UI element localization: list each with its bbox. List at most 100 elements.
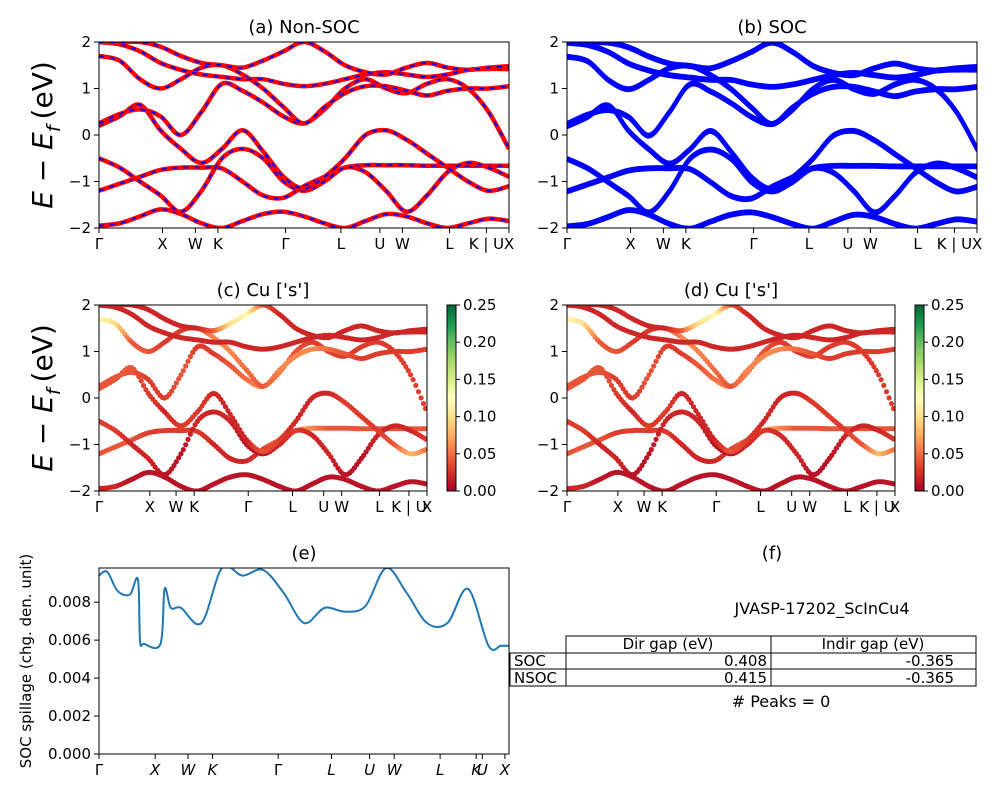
band-ylabel-mid: E − Ef(eV) (26, 324, 65, 472)
band-line-dash (99, 208, 509, 228)
band-point (422, 326, 427, 332)
panel-c-title: (c) Cu ['s'] (217, 280, 310, 301)
colorbar-tick-label: 0.00 (463, 482, 496, 500)
x-tick-label: L (805, 235, 814, 253)
band-line-split (567, 210, 977, 228)
y-tick-label: −1 (69, 173, 91, 191)
band-point (173, 459, 179, 465)
x-tick-label: U (842, 235, 853, 253)
table-header-indir: Indir gap (eV) (822, 635, 925, 653)
x-tick-label: L (445, 235, 454, 253)
band-point (639, 462, 645, 469)
panel-f-title: (f) (762, 543, 782, 564)
y-tick-label: 2 (81, 33, 91, 51)
y-tick-label: 0 (81, 389, 91, 407)
x-tick-label: X (625, 235, 635, 253)
y-tick-label: 2 (81, 296, 91, 314)
y-tick-label: 1 (549, 343, 559, 361)
band-point (798, 458, 804, 464)
band-line (567, 53, 977, 126)
band-point (639, 384, 645, 390)
table-header-dir: Dir gap (eV) (623, 635, 714, 653)
x-tick-label: W (181, 761, 197, 779)
table-row-nsoc-dir: 0.415 (724, 669, 767, 687)
x-tick-label: K (213, 235, 224, 253)
x-tick-label: Γ (563, 498, 572, 516)
band-point (405, 368, 411, 374)
x-tick-label: X (613, 498, 623, 516)
band-point (768, 408, 774, 414)
x-tick-label: K (657, 498, 668, 516)
colorbar-gradient (914, 304, 925, 492)
band-point (190, 426, 196, 432)
panel-a-title: (a) Non-SOC (248, 17, 359, 38)
band-point (185, 436, 191, 442)
band-point (173, 380, 179, 386)
band-point (871, 364, 877, 370)
band-point (890, 426, 895, 432)
x-tick-label: K (208, 761, 219, 779)
colorbar-gradient (446, 304, 457, 492)
band-point (183, 442, 189, 448)
x-tick-label: X (149, 761, 161, 779)
x-tick-label: K (189, 498, 200, 516)
band-line-dash (99, 147, 509, 213)
band-point (644, 455, 650, 461)
axes-frame (98, 41, 510, 229)
band-line (567, 42, 977, 77)
axes-frame (98, 567, 510, 755)
band-point (651, 363, 657, 369)
x-tick-label: X (890, 498, 900, 516)
colorbar-tick-label: 0.25 (463, 296, 496, 314)
x-tick-label: U (318, 498, 329, 516)
colorbar-tick-label: 0.15 (463, 370, 496, 388)
x-tick-label: W (863, 235, 878, 253)
y-tick-label: 0 (549, 389, 559, 407)
band-point (169, 388, 175, 394)
panel-f-info: JVASP-17202_ScInCu4 Dir gap (eV) Indir g… (509, 599, 977, 711)
band-point (183, 363, 189, 369)
x-tick-label: W (637, 498, 652, 516)
band-point (176, 376, 182, 382)
y-tick-label: −2 (537, 219, 559, 237)
band-point (606, 378, 612, 384)
x-tick-label: Γ (95, 761, 104, 779)
band-point (651, 442, 657, 448)
x-tick-label: L (327, 761, 335, 779)
band-line-split (567, 150, 977, 216)
x-tick-label: L (843, 498, 852, 516)
y-tick-label: −2 (69, 482, 91, 500)
band-point (646, 372, 652, 378)
band-point (646, 451, 652, 457)
x-tick-label: X (157, 235, 167, 253)
band-point (422, 481, 427, 487)
band-point (422, 405, 427, 412)
band-line (567, 102, 977, 194)
band-point (187, 354, 193, 360)
band-point (178, 372, 184, 378)
band-point (171, 462, 177, 469)
x-tick-label: L (436, 761, 444, 779)
panel-d-projected-bands: 210−1−2Γ X W K Γ L U W L K | UX (537, 296, 900, 516)
band-line-dash (99, 42, 509, 76)
y-tick-label: 2 (549, 33, 559, 51)
x-tick-label: Γ (712, 498, 721, 516)
band-line-dash (99, 164, 509, 200)
band-point (422, 426, 427, 432)
x-tick-label: Γ (95, 235, 104, 253)
material-id: JVASP-17202_ScInCu4 (733, 599, 909, 619)
band-point (229, 415, 236, 421)
band-point (890, 481, 895, 487)
band-point (330, 458, 336, 464)
y-tick-label: −1 (69, 436, 91, 454)
y-tick-label: 0.006 (48, 631, 91, 649)
x-tick-label: W (802, 498, 817, 516)
x-tick-label: K | U (937, 235, 972, 253)
panel-d-title: (d) Cu ['s'] (684, 280, 778, 301)
band-point (641, 380, 647, 386)
colorbar-tick-label: 0.10 (463, 408, 496, 426)
x-tick-label: Γ (281, 235, 290, 253)
